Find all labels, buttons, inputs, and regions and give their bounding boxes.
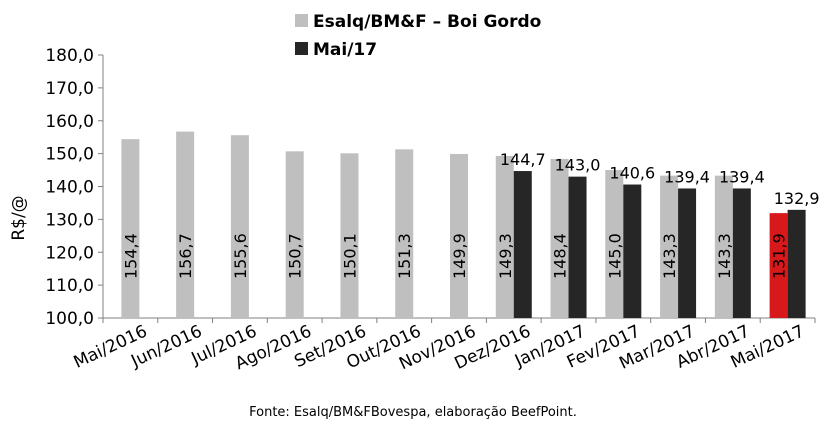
bar-esalq-Set-2016 <box>340 153 359 318</box>
bar-esalq-Mai-2016 <box>121 139 140 318</box>
bar-esalq-Out-2016 <box>395 149 414 318</box>
data-label-esalq: 151,3 <box>395 233 414 279</box>
bar-esalq-Jun-2016 <box>176 131 195 318</box>
legend-label-series-2: Mai/17 <box>313 40 377 60</box>
bar-esalq-Jan-2017 <box>550 158 569 318</box>
data-label-esalq: 149,3 <box>496 233 515 279</box>
data-label-esalq: 150,1 <box>340 233 359 279</box>
bar-esalq-Jul-2016 <box>230 135 249 318</box>
y-tick-label: 130,0 <box>45 210 94 230</box>
y-tick-label: 180,0 <box>45 46 94 66</box>
bar-esalq-Dez-2016 <box>495 155 514 318</box>
bar-esalq-Fev-2017 <box>605 170 624 318</box>
data-label-esalq: 149,9 <box>450 233 469 279</box>
axes: 100,0 110,0 120,0 130,0 140,0 150,0 160,0 170,0… <box>45 46 816 329</box>
data-label-mai17: 140,6 <box>609 164 655 183</box>
bar-esalq-Mai-2017 <box>769 213 788 318</box>
data-label-mai17: 139,4 <box>664 167 710 186</box>
data-label-esalq: 155,6 <box>231 233 250 279</box>
y-axis-label: R$/@ <box>9 195 29 240</box>
data-label-esalq: 131,9 <box>770 233 789 279</box>
y-tick-label: 140,0 <box>45 178 94 198</box>
data-label-esalq: 154,4 <box>121 233 140 279</box>
x-tick-labels: Mai/2016Jun/2016Jul/2016Ago/2016Set/2016… <box>71 321 808 374</box>
data-label-esalq: 148,4 <box>551 233 570 279</box>
bar-esalq-Abr-2017 <box>714 175 733 318</box>
data-label-esalq: 156,7 <box>176 233 195 279</box>
data-label-esalq: 143,3 <box>715 233 734 279</box>
bar-mai17-Abr-2017 <box>732 188 751 318</box>
bar-esalq-Mar-2017 <box>660 175 679 318</box>
legend: Esalq/BM&F – Boi Gordo Mai/17 <box>295 12 541 60</box>
data-label-mai17: 144,7 <box>500 150 546 169</box>
y-tick-label: 150,0 <box>45 145 94 165</box>
source-note: Fonte: Esalq/BM&FBovespa, elaboração Bee… <box>249 405 577 420</box>
legend-swatch-series-1 <box>295 14 308 27</box>
bar-mai17-Mar-2017 <box>678 188 697 318</box>
data-label-mai17: 143,0 <box>555 156 601 175</box>
bar-mai17-Jan-2017 <box>568 176 587 318</box>
bar-mai17-Fev-2017 <box>623 184 642 318</box>
legend-swatch-series-2 <box>295 42 308 55</box>
data-label-mai17: 139,4 <box>719 167 765 186</box>
bar-esalq-Ago-2016 <box>285 151 304 318</box>
data-label-mai17: 132,9 <box>774 189 820 208</box>
bar-mai17-Dez-2016 <box>513 171 532 318</box>
y-tick-label: 120,0 <box>45 243 94 263</box>
bar-esalq-Nov-2016 <box>450 153 468 318</box>
data-label-esalq: 143,3 <box>660 233 679 279</box>
y-tick-label: 110,0 <box>45 276 94 296</box>
bars: 154,4 156,7 155,6 150,7 150,1 151,3 149,9 149,3… <box>121 131 820 318</box>
bar-mai17-Mai-2017 <box>787 209 806 318</box>
y-tick-label: 160,0 <box>45 112 94 132</box>
data-label-esalq: 145,0 <box>605 233 624 279</box>
y-tick-label: 170,0 <box>45 79 94 99</box>
legend-label-series-1: Esalq/BM&F – Boi Gordo <box>313 12 541 32</box>
y-tick-label: 100,0 <box>45 309 94 329</box>
data-label-esalq: 150,7 <box>286 233 305 279</box>
